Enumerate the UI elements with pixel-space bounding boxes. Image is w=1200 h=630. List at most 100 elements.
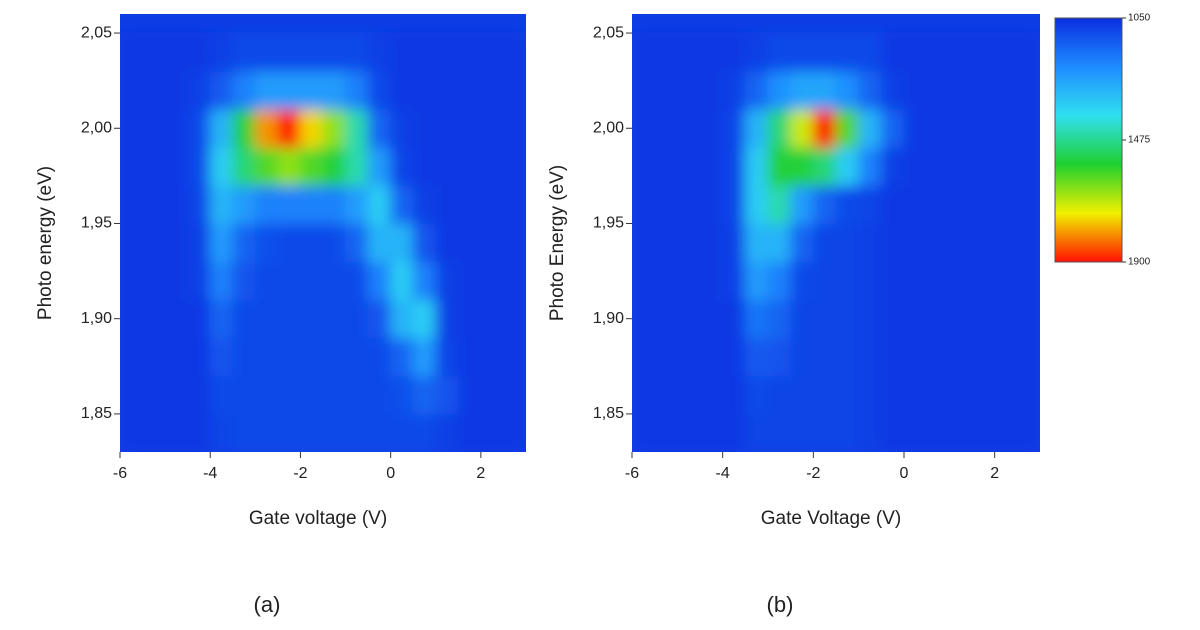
heat-cell — [187, 108, 211, 148]
x-tick-label: -2 — [293, 465, 307, 482]
heat-cell — [926, 413, 950, 452]
heat-cell — [632, 32, 656, 72]
heat-cell — [654, 108, 678, 148]
heat-cell — [322, 70, 347, 110]
heat-cell — [722, 261, 746, 301]
heat-cell — [390, 375, 414, 415]
heat-cell — [345, 146, 369, 186]
heat-cell — [435, 261, 459, 301]
heat-cell — [322, 413, 347, 452]
heat-cell — [502, 70, 526, 110]
heat-cell — [767, 146, 792, 186]
heat-cell — [299, 375, 324, 415]
heat-cell — [722, 299, 746, 339]
y-tick-label: 1,90 — [593, 310, 624, 327]
heat-cell — [254, 299, 279, 339]
heat-cell — [971, 146, 996, 186]
heat-cell — [1016, 184, 1040, 224]
heat-cell — [142, 337, 166, 377]
heat-cell — [480, 146, 504, 186]
heat-cell — [502, 222, 526, 263]
heat-cell — [435, 32, 459, 72]
heat-cell — [142, 261, 166, 301]
heat-cell — [971, 299, 996, 339]
heat-cell — [767, 222, 792, 263]
heat-cell — [699, 299, 724, 339]
heat-cell — [164, 108, 189, 148]
heat-cell — [722, 413, 746, 452]
x-tick-label: -4 — [716, 465, 730, 482]
heat-cell — [790, 108, 814, 148]
heatmap-clip — [632, 32, 1040, 452]
heat-cell — [277, 261, 301, 301]
heat-cell — [676, 184, 701, 224]
colorbar-label: 1050 — [1128, 13, 1151, 24]
heat-cell — [435, 222, 459, 263]
heat-cell — [880, 70, 905, 110]
heat-cell — [457, 70, 482, 110]
heat-cell — [790, 413, 814, 452]
heat-cell — [676, 108, 701, 148]
heat-cell — [744, 184, 769, 224]
heat-cell — [812, 146, 837, 186]
heat-cell — [502, 413, 526, 452]
heat-cell — [299, 413, 324, 452]
heat-cell — [722, 146, 746, 186]
heat-cell — [767, 337, 792, 377]
heat-cell — [480, 108, 504, 148]
heat-cell — [948, 222, 973, 263]
heat-cell — [457, 337, 482, 377]
heat-cell — [994, 337, 1018, 377]
heat-cell — [722, 222, 746, 263]
heat-cell — [164, 413, 189, 452]
heat-cell — [699, 70, 724, 110]
heat-cell — [120, 337, 144, 377]
heat-cell — [142, 32, 166, 72]
heat-cell — [164, 261, 189, 301]
heat-cell — [277, 337, 301, 377]
x-tick-label: -4 — [203, 465, 217, 482]
heat-cell — [858, 108, 882, 148]
heat-cell — [120, 261, 144, 301]
heat-cell — [1016, 70, 1040, 110]
heat-cell — [480, 32, 504, 72]
heat-cell — [277, 146, 301, 186]
heat-cell — [322, 108, 347, 148]
heat-cell — [390, 413, 414, 452]
heat-cell — [502, 146, 526, 186]
heat-cell — [699, 337, 724, 377]
heat-cell — [142, 222, 166, 263]
heat-cell — [948, 184, 973, 224]
heat-cell — [632, 70, 656, 110]
heat-cell — [254, 413, 279, 452]
heat-cell — [926, 337, 950, 377]
heat-cell — [254, 261, 279, 301]
heat-cell — [676, 222, 701, 263]
heat-cell — [858, 32, 882, 72]
heat-cell — [903, 146, 928, 186]
heat-cell — [299, 32, 324, 72]
heat-cell — [412, 146, 437, 186]
heat-cell — [903, 70, 928, 110]
heat-cell — [164, 146, 189, 186]
heat-cell — [812, 261, 837, 301]
heat-cell — [120, 222, 144, 263]
heat-cell — [676, 32, 701, 72]
heat-cell — [277, 222, 301, 263]
heat-cell — [903, 375, 928, 415]
heat-cell — [926, 70, 950, 110]
heat-cell — [858, 299, 882, 339]
heat-cell — [480, 184, 504, 224]
heat-cell — [767, 299, 792, 339]
heat-cell — [835, 261, 860, 301]
heat-cell — [480, 222, 504, 263]
heat-cell — [232, 413, 256, 452]
heat-cell — [457, 413, 482, 452]
heat-cell — [790, 261, 814, 301]
heat-cell — [435, 184, 459, 224]
heat-cell — [880, 337, 905, 377]
heat-cell — [926, 108, 950, 148]
heat-cell — [457, 184, 482, 224]
heat-cell — [254, 375, 279, 415]
heat-cell — [187, 184, 211, 224]
